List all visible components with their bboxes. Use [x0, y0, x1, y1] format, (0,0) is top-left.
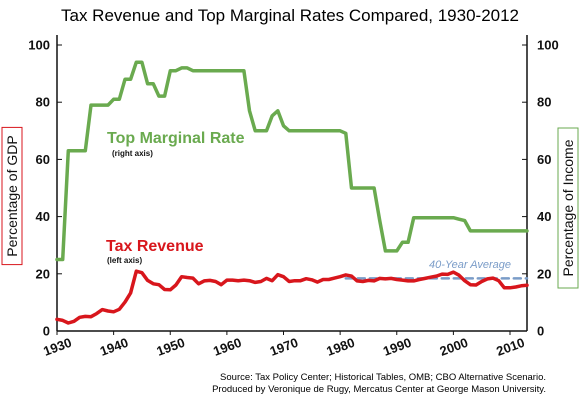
y-tick-label-right: 80	[537, 95, 551, 110]
source-line-2: Produced by Veronique de Rugy, Mercatus …	[212, 384, 546, 395]
series-layer	[55, 60, 529, 325]
y-axis-title-left-text: Percentage of GDP	[4, 135, 20, 256]
y-tick-label-left: 40	[36, 209, 50, 224]
y-tick-label-left: 80	[36, 95, 50, 110]
chart-title: Tax Revenue and Top Marginal Rates Compa…	[60, 6, 520, 25]
label-top-marginal-rate: Top Marginal Rate	[107, 130, 245, 147]
label-tax-revenue-note: (left axis)	[107, 256, 142, 265]
y-tick-label-right: 100	[537, 38, 559, 53]
x-tick-label: 2010	[494, 335, 526, 359]
y-tick-label-left: 100	[28, 38, 50, 53]
x-tick-label: 1960	[211, 335, 243, 359]
y-axis-title-right-frame	[557, 127, 579, 289]
x-tick-label: 1980	[324, 335, 356, 359]
series-tax-revenue	[55, 269, 529, 325]
x-tick-label: 2000	[438, 335, 470, 359]
y-tick-label-right: 60	[537, 152, 551, 167]
x-tick-label: 1950	[155, 335, 187, 359]
labels-layer: Top Marginal Rate (right axis) Tax Revenue…	[106, 130, 511, 271]
source-line-1: Source: Tax Policy Center; Historical Ta…	[220, 372, 546, 383]
label-top-marginal-rate-note: (right axis)	[112, 149, 153, 158]
source-note: Source: Tax Policy Center; Historical Ta…	[212, 372, 546, 396]
y-tick-label-right: 40	[537, 209, 551, 224]
y-axis-title-left-frame	[1, 126, 23, 266]
label-tax-revenue: Tax Revenue	[106, 238, 204, 255]
series-top-marginal-rate	[55, 60, 529, 262]
y-axis-title-right: Percentage of Income	[557, 127, 579, 289]
x-tick-label: 1970	[268, 335, 300, 359]
x-tick-label: 1990	[381, 335, 413, 359]
y-tick-label-right: 20	[537, 266, 551, 281]
y-tick-label-left: 0	[43, 324, 50, 339]
y-tick-label-right: 0	[537, 324, 544, 339]
y-axis-title-right-text: Percentage of Income	[560, 139, 576, 276]
y-axis-title-left: Percentage of GDP	[1, 126, 23, 266]
x-tick-label: 1940	[98, 335, 130, 359]
y-tick-label-left: 20	[36, 266, 50, 281]
y-tick-label-left: 60	[36, 152, 50, 167]
label-40-year-average: 40-Year Average	[429, 259, 511, 271]
